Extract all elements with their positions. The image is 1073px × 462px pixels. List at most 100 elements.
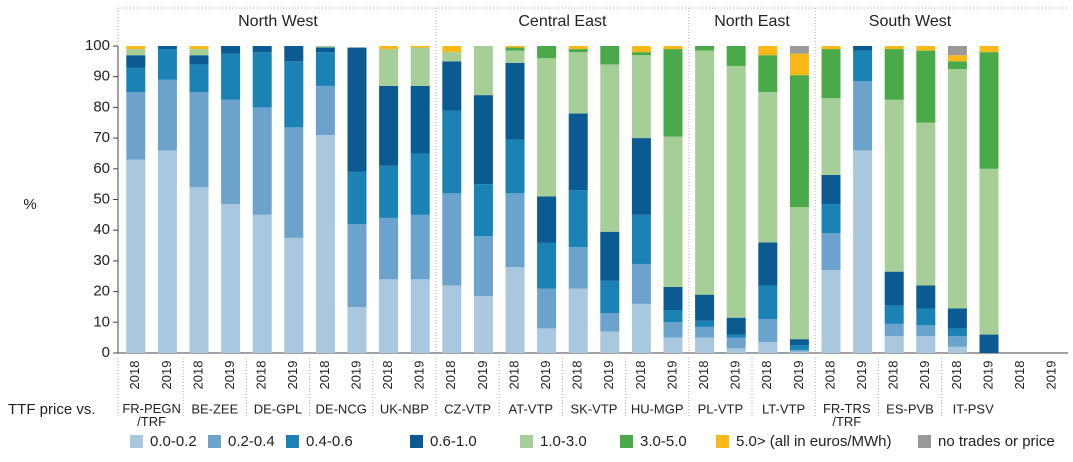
bar-segment	[726, 317, 746, 335]
bar-segment	[379, 46, 399, 50]
bar-segment	[947, 328, 967, 337]
x-tick-label: 2019	[159, 361, 174, 390]
bar-segment	[379, 279, 399, 353]
y-tick-label: 30	[93, 252, 110, 269]
bar-segment	[347, 306, 367, 353]
bar-segment	[789, 349, 809, 352]
bar-segment	[726, 46, 746, 66]
x-tick-label: 2019	[1044, 361, 1059, 390]
bar-segment	[537, 288, 557, 329]
bar-segment	[568, 288, 588, 353]
region-label: North East	[714, 13, 790, 30]
bar-segment	[537, 242, 557, 289]
bar-segment	[252, 107, 272, 215]
hub-label: DE-GPL	[254, 401, 302, 416]
bar-segment	[126, 92, 146, 160]
bar-segment	[916, 122, 936, 286]
bar-segment	[979, 334, 999, 353]
bar-segment	[568, 113, 588, 191]
x-tick-label: 2018	[506, 361, 521, 390]
bar-segment	[410, 214, 430, 280]
bar-segment	[631, 303, 651, 353]
bar-segment	[821, 233, 841, 271]
legend-swatch	[918, 435, 931, 448]
bar-segment	[947, 69, 967, 309]
bar-segment	[410, 47, 430, 86]
bar-segment	[442, 110, 462, 194]
region-label: Central East	[518, 13, 607, 30]
bar-segment	[442, 52, 462, 62]
bar-segment	[221, 204, 241, 353]
x-tick-label: 2018	[1012, 361, 1027, 390]
bar-segment	[600, 231, 620, 281]
bar-segment	[853, 50, 873, 82]
x-tick-label: 2018	[696, 361, 711, 390]
bar-segment	[947, 46, 967, 56]
bar-segment	[410, 153, 430, 215]
bar-segment	[442, 193, 462, 286]
bar-segment	[473, 95, 493, 185]
bar-segment	[789, 339, 809, 346]
bar-segment	[537, 46, 557, 59]
bar-segment	[568, 247, 588, 289]
bar-segment	[758, 319, 778, 343]
bar-segment	[126, 55, 146, 68]
bar-segment	[947, 346, 967, 353]
bar-segment	[758, 46, 778, 56]
y-tick-label: 90	[93, 68, 110, 85]
bar-segment	[315, 52, 335, 86]
legend-label: 1.0-3.0	[540, 433, 587, 450]
bar-segment	[284, 46, 304, 62]
hub-label: DE-NCG	[316, 401, 367, 416]
bar-segment	[631, 52, 651, 56]
bar-segment	[442, 61, 462, 111]
bar-segment	[347, 224, 367, 307]
legend-label: 3.0-5.0	[640, 433, 687, 450]
x-tick-label: 2019	[728, 361, 743, 390]
bar-segment	[284, 61, 304, 128]
bar-segment	[284, 237, 304, 353]
bar-segment	[315, 135, 335, 353]
bar-segment	[695, 294, 715, 321]
bar-segment	[189, 49, 209, 56]
x-tick-label: 2019	[475, 361, 490, 390]
x-tick-label: 2018	[443, 361, 458, 390]
bar-segment	[126, 46, 146, 50]
bar-segment	[126, 159, 146, 353]
legend-label: no trades or price	[938, 433, 1055, 450]
bar-segment	[505, 50, 525, 63]
bar-segment	[916, 325, 936, 337]
region-label: North West	[238, 13, 318, 30]
bar-segment	[947, 308, 967, 329]
legend-label: 0.2-0.4	[228, 433, 275, 450]
bar-segment	[916, 308, 936, 326]
bar-segment	[853, 150, 873, 353]
bar-segment	[663, 310, 683, 323]
bar-segment	[252, 46, 272, 53]
bar-segment	[695, 46, 715, 51]
bar-segment	[726, 348, 746, 353]
bar-segment	[189, 55, 209, 65]
bar-segment	[537, 196, 557, 243]
bar-segment	[189, 46, 209, 50]
bar-segment	[789, 207, 809, 340]
bar-segment	[126, 67, 146, 93]
bar-segment	[758, 242, 778, 286]
x-tick-label: 2019	[854, 361, 869, 390]
bar-segment	[379, 85, 399, 166]
bar-segment	[221, 99, 241, 205]
hub-label: ES-PVB	[886, 401, 934, 416]
bar-segment	[315, 46, 335, 48]
bar-segment	[758, 342, 778, 353]
hub-label: HU-MGP	[631, 401, 684, 416]
x-tick-label: 2019	[285, 361, 300, 390]
x-tick-label: 2019	[412, 361, 427, 390]
bar-segment	[537, 58, 557, 197]
bar-segment	[442, 285, 462, 353]
x-tick-label: 2018	[886, 361, 901, 390]
x-tick-label: 2019	[664, 361, 679, 390]
bar-segment	[410, 279, 430, 353]
bar-segment	[284, 127, 304, 238]
hub-label: IT-PSV	[953, 401, 995, 416]
y-tick-label: 20	[93, 283, 110, 300]
